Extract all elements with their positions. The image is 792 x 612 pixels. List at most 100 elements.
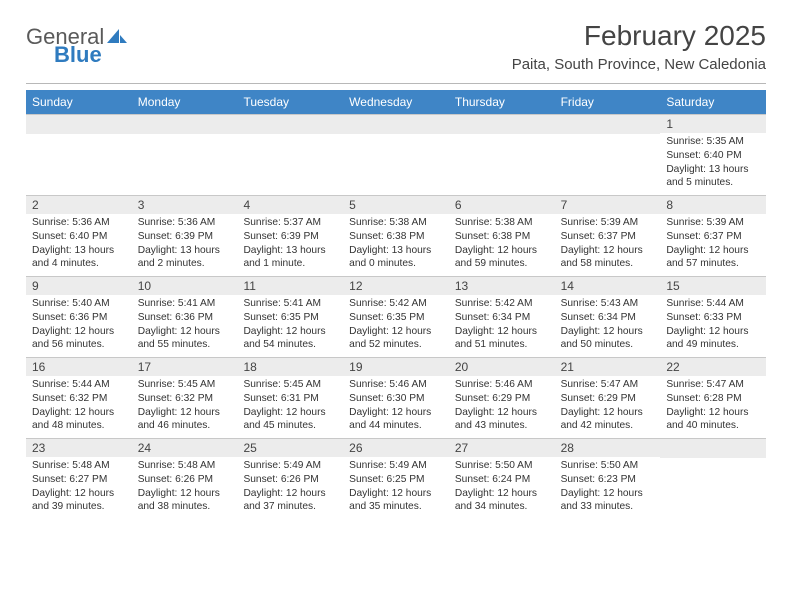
month-title: February 2025 — [512, 20, 766, 52]
location-text: Paita, South Province, New Caledonia — [512, 56, 766, 73]
sunrise-text: Sunrise: 5:48 AM — [138, 459, 232, 473]
sunrise-text: Sunrise: 5:42 AM — [349, 297, 443, 311]
week-row: 2Sunrise: 5:36 AMSunset: 6:40 PMDaylight… — [26, 195, 766, 276]
daylight-text: Daylight: 12 hours and 33 minutes. — [561, 487, 655, 515]
day-cell: 12Sunrise: 5:42 AMSunset: 6:35 PMDayligh… — [343, 277, 449, 357]
sunrise-text: Sunrise: 5:42 AM — [455, 297, 549, 311]
sunrise-text: Sunrise: 5:45 AM — [138, 378, 232, 392]
day-body — [26, 134, 132, 140]
day-body: Sunrise: 5:41 AMSunset: 6:36 PMDaylight:… — [132, 295, 238, 356]
daylight-text: Daylight: 12 hours and 45 minutes. — [243, 406, 337, 434]
day-number-empty — [449, 115, 555, 134]
day-cell: 22Sunrise: 5:47 AMSunset: 6:28 PMDayligh… — [660, 358, 766, 438]
day-cell: 19Sunrise: 5:46 AMSunset: 6:30 PMDayligh… — [343, 358, 449, 438]
daylight-text: Daylight: 12 hours and 52 minutes. — [349, 325, 443, 353]
day-cell: 21Sunrise: 5:47 AMSunset: 6:29 PMDayligh… — [555, 358, 661, 438]
day-number-empty — [343, 115, 449, 134]
sunset-text: Sunset: 6:34 PM — [561, 311, 655, 325]
sunrise-text: Sunrise: 5:49 AM — [349, 459, 443, 473]
day-body: Sunrise: 5:43 AMSunset: 6:34 PMDaylight:… — [555, 295, 661, 356]
daylight-text: Daylight: 12 hours and 43 minutes. — [455, 406, 549, 434]
sunset-text: Sunset: 6:38 PM — [455, 230, 549, 244]
day-body: Sunrise: 5:44 AMSunset: 6:32 PMDaylight:… — [26, 376, 132, 437]
sunset-text: Sunset: 6:34 PM — [455, 311, 549, 325]
day-number: 20 — [449, 358, 555, 376]
day-body: Sunrise: 5:36 AMSunset: 6:40 PMDaylight:… — [26, 214, 132, 275]
day-number: 1 — [660, 115, 766, 133]
day-number-empty — [555, 115, 661, 134]
day-number-empty — [26, 115, 132, 134]
sunset-text: Sunset: 6:37 PM — [666, 230, 760, 244]
week-row: 9Sunrise: 5:40 AMSunset: 6:36 PMDaylight… — [26, 276, 766, 357]
daylight-text: Daylight: 12 hours and 57 minutes. — [666, 244, 760, 272]
day-number: 7 — [555, 196, 661, 214]
sunrise-text: Sunrise: 5:44 AM — [666, 297, 760, 311]
day-number-empty — [132, 115, 238, 134]
sunrise-text: Sunrise: 5:43 AM — [561, 297, 655, 311]
day-body — [660, 458, 766, 464]
day-cell: 20 Sunrise: 5:46 AMSunset: 6:29 PMDayligh… — [449, 358, 555, 438]
sunrise-text: Sunrise: 5:35 AM — [666, 135, 760, 149]
day-cell: 16Sunrise: 5:44 AMSunset: 6:32 PMDayligh… — [26, 358, 132, 438]
sunset-text: Sunset: 6:39 PM — [138, 230, 232, 244]
day-cell: 8Sunrise: 5:39 AMSunset: 6:37 PMDaylight… — [660, 196, 766, 276]
day-cell: 3Sunrise: 5:36 AMSunset: 6:39 PMDaylight… — [132, 196, 238, 276]
sunrise-text: Sunrise: 5:38 AM — [455, 216, 549, 230]
sunrise-text: Sunrise: 5:36 AM — [138, 216, 232, 230]
day-body: Sunrise: 5:39 AMSunset: 6:37 PMDaylight:… — [555, 214, 661, 275]
day-cell: 5Sunrise: 5:38 AMSunset: 6:38 PMDaylight… — [343, 196, 449, 276]
sunrise-text: Sunrise: 5:40 AM — [32, 297, 126, 311]
day-body: Sunrise: 5:50 AMSunset: 6:24 PMDaylight:… — [449, 457, 555, 518]
day-body: Sunrise: 5:38 AMSunset: 6:38 PMDaylight:… — [343, 214, 449, 275]
day-body: Sunrise: 5:47 AMSunset: 6:28 PMDaylight:… — [660, 376, 766, 437]
sunrise-text: Sunrise: 5:39 AM — [666, 216, 760, 230]
daylight-text: Daylight: 12 hours and 46 minutes. — [138, 406, 232, 434]
calendar: SundayMondayTuesdayWednesdayThursdayFrid… — [26, 90, 766, 519]
day-number: 6 — [449, 196, 555, 214]
sunset-text: Sunset: 6:35 PM — [349, 311, 443, 325]
day-body: Sunrise: 5:48 AMSunset: 6:26 PMDaylight:… — [132, 457, 238, 518]
brand-text-wrap: General Blue — [26, 26, 129, 66]
daylight-text: Daylight: 12 hours and 38 minutes. — [138, 487, 232, 515]
daylight-text: Daylight: 12 hours and 56 minutes. — [32, 325, 126, 353]
day-body: Sunrise: 5:40 AMSunset: 6:36 PMDaylight:… — [26, 295, 132, 356]
day-cell — [555, 115, 661, 195]
day-cell: 11Sunrise: 5:41 AMSunset: 6:35 PMDayligh… — [237, 277, 343, 357]
brand-sail-icon — [107, 29, 129, 45]
day-number: 17 — [132, 358, 238, 376]
daylight-text: Daylight: 12 hours and 35 minutes. — [349, 487, 443, 515]
day-body: Sunrise: 5:38 AMSunset: 6:38 PMDaylight:… — [449, 214, 555, 275]
day-cell: 17Sunrise: 5:45 AMSunset: 6:32 PMDayligh… — [132, 358, 238, 438]
daylight-text: Daylight: 12 hours and 55 minutes. — [138, 325, 232, 353]
weekday-header-row: SundayMondayTuesdayWednesdayThursdayFrid… — [26, 90, 766, 114]
day-number: 27 — [449, 439, 555, 457]
day-number: 19 — [343, 358, 449, 376]
sunset-text: Sunset: 6:33 PM — [666, 311, 760, 325]
sunset-text: Sunset: 6:32 PM — [32, 392, 126, 406]
sunset-text: Sunset: 6:29 PM — [455, 392, 549, 406]
day-body: Sunrise: 5:46 AMSunset: 6:30 PMDaylight:… — [343, 376, 449, 437]
sunrise-text: Sunrise: 5:37 AM — [243, 216, 337, 230]
day-body: Sunrise: 5:49 AMSunset: 6:26 PMDaylight:… — [237, 457, 343, 518]
day-number: 28 — [555, 439, 661, 457]
sunrise-text: Sunrise: 5:46 AM — [455, 378, 549, 392]
day-number: 16 — [26, 358, 132, 376]
sunset-text: Sunset: 6:35 PM — [243, 311, 337, 325]
sunset-text: Sunset: 6:30 PM — [349, 392, 443, 406]
daylight-text: Daylight: 12 hours and 34 minutes. — [455, 487, 549, 515]
day-body: Sunrise: 5:42 AMSunset: 6:35 PMDaylight:… — [343, 295, 449, 356]
day-cell: 25Sunrise: 5:49 AMSunset: 6:26 PMDayligh… — [237, 439, 343, 519]
sunrise-text: Sunrise: 5:41 AM — [243, 297, 337, 311]
day-body — [237, 134, 343, 140]
day-body: Sunrise: 5:50 AMSunset: 6:23 PMDaylight:… — [555, 457, 661, 518]
day-body — [555, 134, 661, 140]
brand-word2: Blue — [54, 44, 129, 66]
daylight-text: Daylight: 12 hours and 44 minutes. — [349, 406, 443, 434]
daylight-text: Daylight: 12 hours and 54 minutes. — [243, 325, 337, 353]
day-cell: 4Sunrise: 5:37 AMSunset: 6:39 PMDaylight… — [237, 196, 343, 276]
day-body — [343, 134, 449, 140]
sunrise-text: Sunrise: 5:36 AM — [32, 216, 126, 230]
sunset-text: Sunset: 6:37 PM — [561, 230, 655, 244]
day-body: Sunrise: 5:36 AMSunset: 6:39 PMDaylight:… — [132, 214, 238, 275]
daylight-text: Daylight: 12 hours and 48 minutes. — [32, 406, 126, 434]
